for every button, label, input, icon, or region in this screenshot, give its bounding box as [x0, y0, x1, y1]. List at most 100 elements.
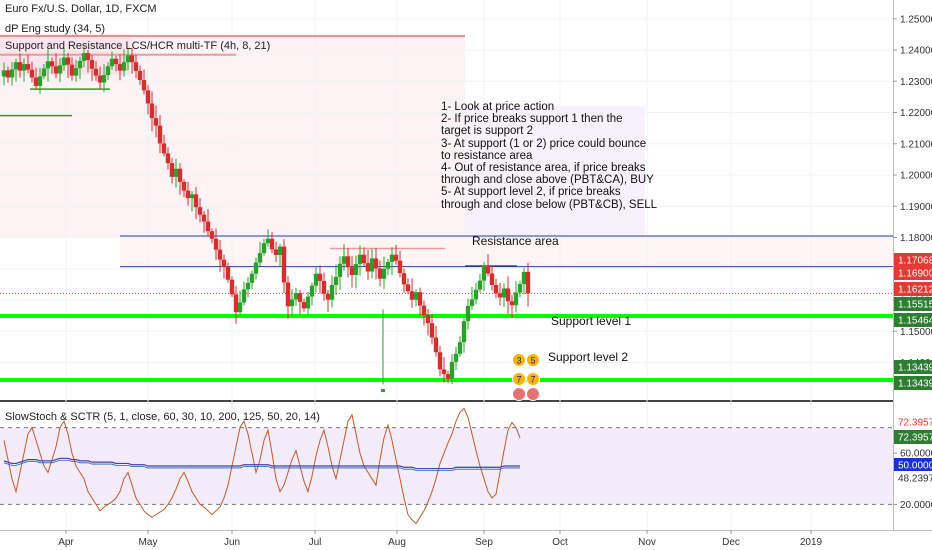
candle-body	[281, 246, 287, 283]
candle-body	[161, 143, 167, 154]
candle-body	[209, 231, 215, 239]
candle-body	[365, 263, 371, 272]
support-level-1-label: Support level 1	[551, 314, 632, 328]
candle-body	[509, 301, 515, 306]
candle-body	[385, 261, 391, 269]
legend-study1[interactable]: dP Eng study (34, 5)	[5, 23, 106, 35]
price-tick-label: 1.18000	[900, 233, 932, 244]
resistance-zone	[120, 235, 893, 267]
candle-body	[93, 68, 99, 76]
legend-oscillator[interactable]: SlowStoch & SCTR (5, 1, close, 60, 30, 1…	[5, 411, 320, 423]
price-tick-label: 1.22000	[900, 108, 932, 119]
candle-body	[329, 285, 335, 300]
candle-body	[157, 125, 163, 144]
price-tick-label: 1.23000	[900, 77, 932, 88]
candle-body	[465, 305, 471, 322]
candle-body	[53, 66, 59, 74]
event-badges: 3 57 7	[512, 353, 540, 401]
legend-symbol[interactable]: Euro Fx/U.S. Dollar, 1D, FXCM	[5, 3, 157, 15]
candle-body	[113, 58, 119, 65]
candle-body	[25, 64, 31, 70]
candle-body	[13, 62, 19, 70]
osc-last-badge	[894, 430, 932, 444]
note-line: through and close above (PBT&CA), BUY	[441, 174, 654, 187]
candle-body	[37, 76, 43, 86]
candle-body	[229, 279, 235, 295]
candle-body	[269, 238, 275, 250]
candle-body	[61, 57, 67, 66]
candle-body	[245, 282, 251, 290]
candle-body	[217, 249, 223, 260]
sctr-line	[3, 457, 520, 470]
last-price-badge	[894, 376, 932, 390]
candle-body	[505, 288, 511, 302]
candle-body	[493, 285, 499, 294]
event-badge	[512, 353, 526, 367]
candles	[1, 46, 531, 393]
last-price-badge	[894, 313, 932, 327]
time-tick-label: May	[139, 537, 158, 548]
last-price-badge	[894, 360, 932, 374]
candle-body	[417, 292, 423, 306]
candle-body	[397, 260, 403, 274]
candle-body	[421, 305, 427, 315]
candle-body	[357, 254, 363, 265]
candle-body	[293, 293, 299, 300]
note-line: target is support 2	[441, 125, 534, 138]
candle-body	[309, 285, 315, 297]
legend-study2[interactable]: Support and Resistance LCS/HCR multi-TF …	[5, 40, 271, 52]
candle-body	[33, 77, 39, 86]
candle-body	[261, 243, 267, 254]
candle-body	[325, 293, 331, 300]
candle-body	[457, 342, 463, 354]
candle-body	[265, 238, 271, 244]
trade-plan-note: 1- Look at price action 2- If price brea…	[441, 101, 657, 211]
candle-body	[497, 293, 503, 298]
resistance-area-label: Resistance area	[472, 234, 559, 248]
event-badge-text: 7	[530, 375, 535, 385]
oscillator-pane	[0, 407, 893, 525]
osc-last-badge-text: 72.3957	[898, 433, 932, 444]
candle-body	[345, 256, 351, 268]
event-badge	[526, 353, 540, 367]
note-line: 3- At support (1 or 2) price could bounc…	[441, 137, 647, 150]
time-tick-label: 2019	[800, 537, 823, 548]
event-badge-text: 7	[516, 375, 521, 385]
candle-body	[21, 64, 27, 71]
time-tick-label: Sep	[475, 537, 493, 548]
candle-body	[481, 265, 487, 281]
candle-body	[225, 266, 231, 280]
price-tick-label: 1.25000	[900, 14, 932, 25]
candle-body	[253, 262, 259, 274]
sctr-signal-line	[3, 459, 520, 471]
candle-body	[477, 280, 483, 290]
last-price-badge	[894, 282, 932, 296]
candle-body	[201, 214, 207, 222]
candle-body	[101, 75, 107, 83]
time-axis-border	[0, 530, 932, 531]
candle-body	[81, 53, 87, 61]
candle-body	[301, 301, 307, 309]
candle-body	[165, 153, 171, 164]
signal-marker	[381, 389, 385, 393]
candle-body	[373, 258, 379, 269]
candle-body	[237, 302, 243, 313]
candle-body	[5, 70, 11, 78]
osc-last-badge-text: 48.2397	[898, 474, 932, 485]
last-price-badge-text: 1.13439	[898, 379, 932, 390]
last-price-badge-text: 1.15464	[898, 316, 932, 327]
candle-body	[105, 66, 111, 75]
candle-body	[125, 55, 131, 63]
candle-body	[181, 181, 187, 191]
candle-body	[321, 280, 327, 294]
candle-body	[121, 62, 127, 71]
candle-body	[85, 53, 91, 60]
candle-body	[109, 58, 115, 67]
candle-body	[205, 221, 211, 232]
price-tick-label: 1.21000	[900, 139, 932, 150]
candle-body	[437, 352, 443, 370]
candle-body	[185, 190, 191, 199]
candle-body	[305, 296, 311, 309]
candle-body	[193, 194, 199, 208]
note-line: 5- At support level 2, if price breaks	[441, 186, 621, 199]
